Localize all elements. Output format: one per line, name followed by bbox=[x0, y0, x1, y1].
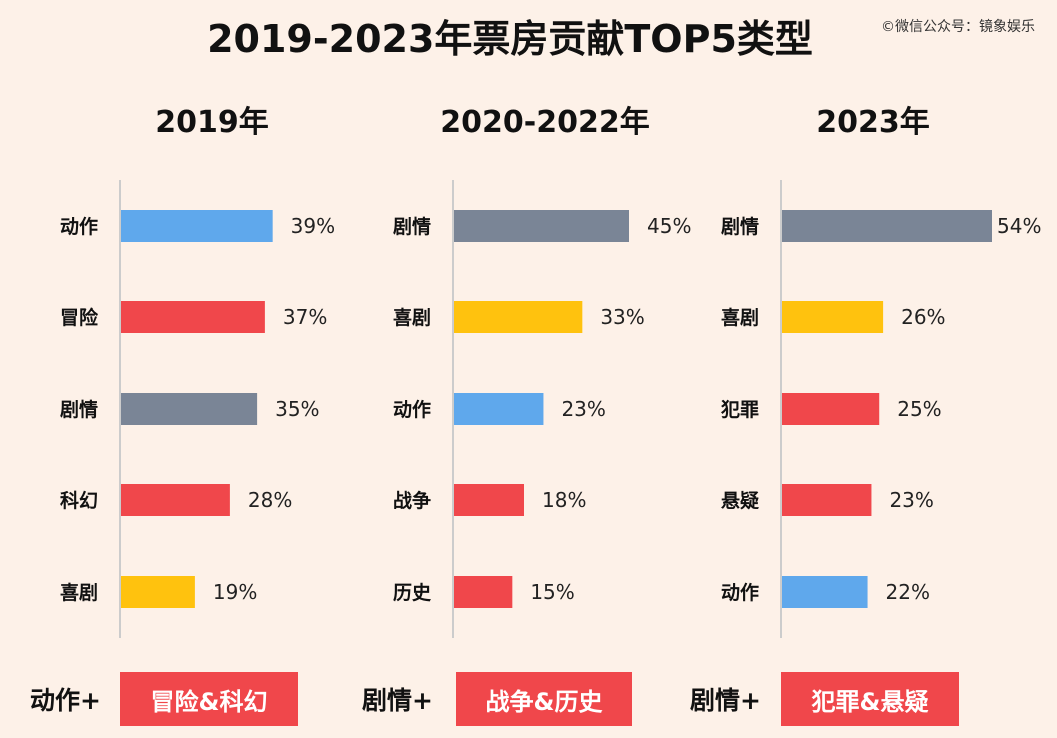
panel-title-1: 2019年 bbox=[155, 105, 269, 140]
value-label: 23% bbox=[889, 488, 933, 512]
bar bbox=[782, 484, 872, 516]
bar bbox=[454, 210, 629, 242]
value-label: 33% bbox=[600, 305, 644, 329]
value-label: 26% bbox=[901, 305, 945, 329]
category-label: 喜剧 bbox=[60, 582, 98, 604]
category-label: 剧情 bbox=[721, 215, 759, 238]
footer-lead-2: 剧情+ bbox=[362, 686, 433, 715]
value-label: 18% bbox=[542, 488, 586, 512]
category-label: 剧情 bbox=[60, 398, 98, 421]
watermark: ©微信公众号：镜象娱乐 bbox=[881, 19, 1035, 35]
panel-title-2: 2020-2022年 bbox=[440, 105, 649, 140]
bar bbox=[454, 393, 544, 425]
value-label: 54% bbox=[997, 214, 1041, 238]
category-label: 喜剧 bbox=[393, 307, 431, 329]
value-label: 25% bbox=[897, 397, 941, 421]
bar bbox=[782, 301, 884, 333]
bar bbox=[782, 576, 868, 608]
category-label: 喜剧 bbox=[721, 307, 759, 329]
value-label: 45% bbox=[647, 214, 691, 238]
value-label: 15% bbox=[530, 580, 574, 604]
value-label: 39% bbox=[291, 214, 335, 238]
bar bbox=[121, 576, 195, 608]
chart-title: 2019-2023年票房贡献TOP5类型 bbox=[207, 17, 813, 61]
panel-title-3: 2023年 bbox=[816, 105, 930, 140]
category-label: 战争 bbox=[393, 489, 431, 512]
footer-tag-2: 战争&历史 bbox=[456, 672, 632, 726]
category-label: 历史 bbox=[393, 582, 432, 604]
bar bbox=[121, 393, 258, 425]
bar bbox=[121, 210, 273, 242]
category-label: 剧情 bbox=[393, 215, 431, 238]
category-label: 科幻 bbox=[60, 489, 98, 512]
bar bbox=[782, 210, 992, 242]
category-label: 动作 bbox=[60, 215, 98, 238]
value-label: 23% bbox=[561, 397, 605, 421]
value-label: 22% bbox=[886, 580, 930, 604]
value-label: 37% bbox=[283, 305, 327, 329]
category-label: 犯罪 bbox=[720, 398, 759, 421]
bar bbox=[782, 393, 880, 425]
footer-tag-1: 冒险&科幻 bbox=[120, 672, 298, 726]
category-label: 动作 bbox=[393, 398, 431, 421]
footer-lead-1: 动作+ bbox=[30, 686, 101, 715]
footer-lead-3: 剧情+ bbox=[690, 686, 761, 715]
category-label: 动作 bbox=[721, 581, 759, 604]
bar bbox=[121, 301, 265, 333]
bar bbox=[454, 576, 513, 608]
footer-tag-3: 犯罪&悬疑 bbox=[781, 672, 959, 726]
category-label: 冒险 bbox=[60, 306, 99, 329]
category-label: 悬疑 bbox=[721, 490, 759, 512]
value-label: 28% bbox=[248, 488, 292, 512]
value-label: 19% bbox=[213, 580, 257, 604]
bar bbox=[454, 301, 583, 333]
bar bbox=[121, 484, 230, 516]
value-label: 35% bbox=[275, 397, 319, 421]
bar bbox=[454, 484, 524, 516]
